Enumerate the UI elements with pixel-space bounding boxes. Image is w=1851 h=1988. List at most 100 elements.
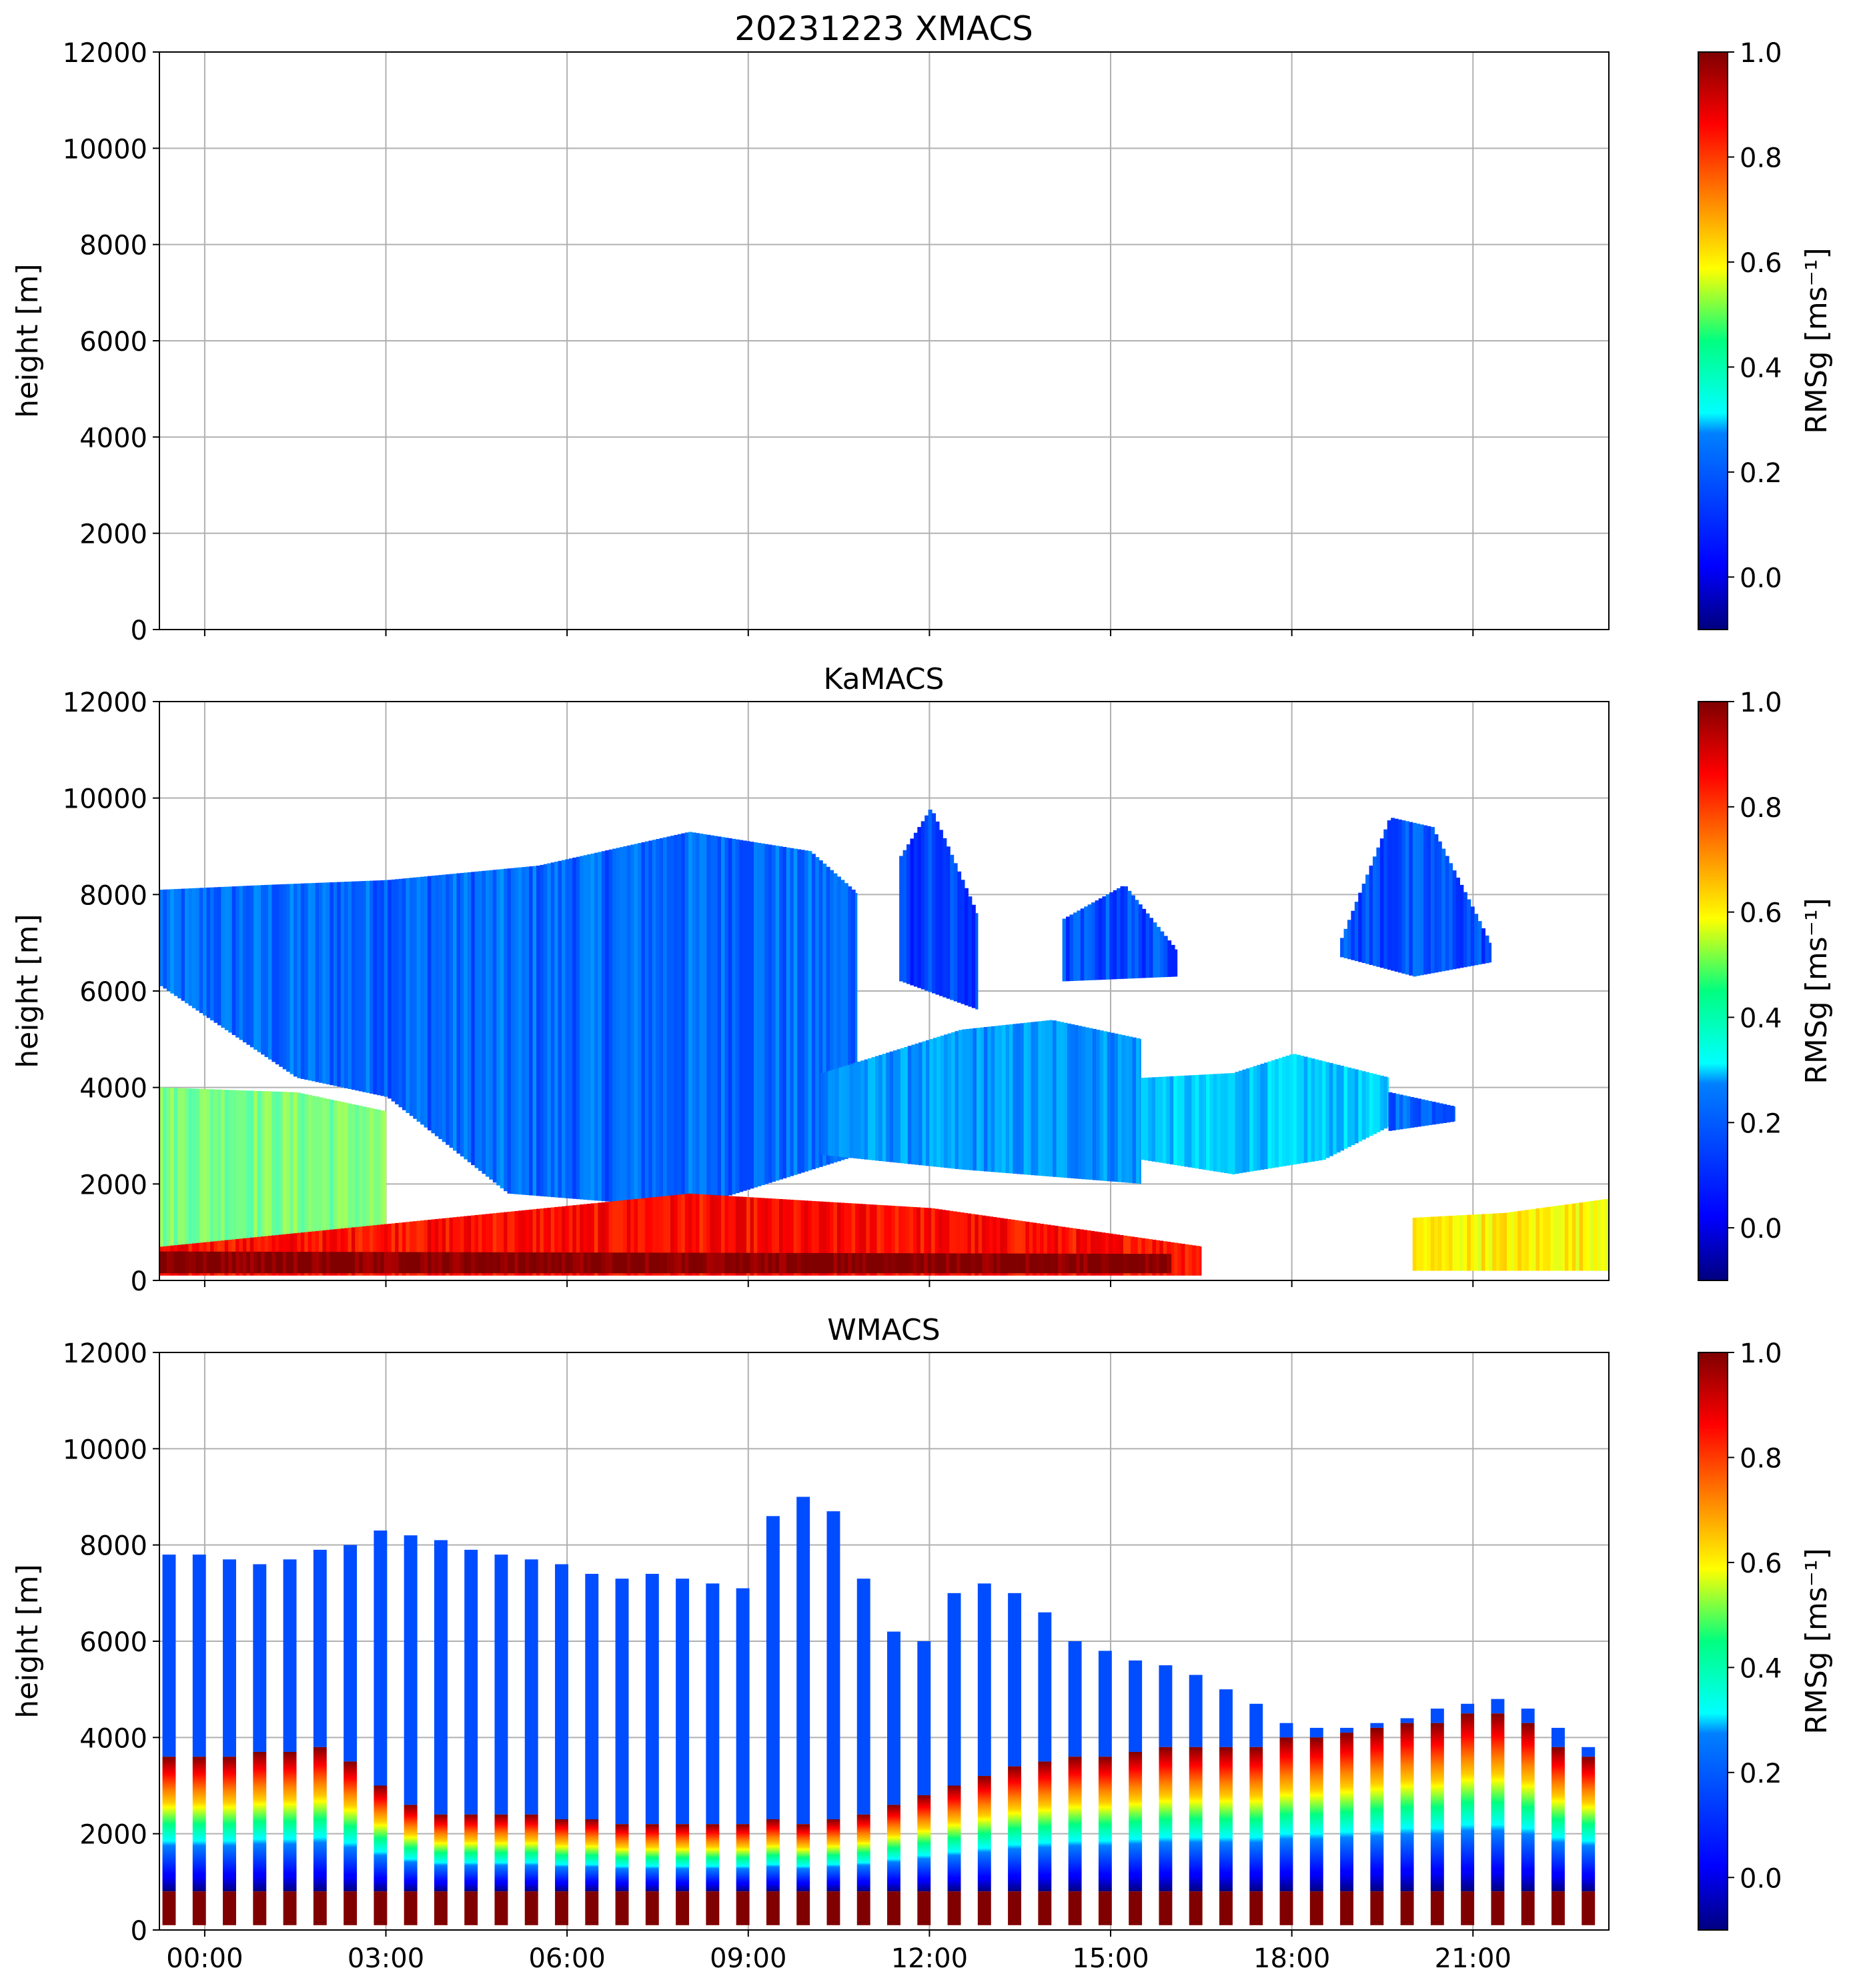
colorbar-ticks: 0.0 0.2 0.4 0.6 0.8 1.0 — [1728, 1338, 1782, 1894]
x-tick-label: 18:00 — [1253, 1943, 1330, 1974]
column-lower — [615, 1824, 629, 1892]
column-upper — [344, 1545, 358, 1762]
echo-slice — [1369, 865, 1373, 965]
echo-slice — [909, 1206, 914, 1276]
echo-slice — [420, 1220, 425, 1276]
echo-slice — [728, 1252, 732, 1274]
y-tick-label: 0 — [131, 616, 147, 646]
echo-slice — [1543, 1207, 1548, 1271]
echo-slice — [710, 1194, 714, 1276]
colorbar-tick-label: 0.8 — [1740, 143, 1782, 173]
echo-slice — [996, 1253, 1001, 1274]
echo-slice — [489, 870, 494, 1180]
echo-slice — [163, 889, 167, 989]
column-clutter — [223, 1891, 236, 1925]
echo-slice — [1242, 1069, 1247, 1173]
column-clutter — [1521, 1891, 1535, 1925]
echo-slice — [1485, 1214, 1489, 1271]
echo-slice — [568, 858, 573, 1199]
echo-slice — [786, 1252, 790, 1274]
echo-slice — [442, 1218, 446, 1276]
column-lower — [1340, 1733, 1354, 1892]
echo-slice — [496, 1252, 501, 1274]
echo-slice — [173, 1088, 178, 1271]
echo-slice — [518, 1252, 522, 1274]
echo-slice — [231, 1090, 236, 1271]
echo-slice — [804, 1252, 809, 1274]
echo-slice — [1079, 1229, 1084, 1276]
panel-title: 20231223 XMACS — [734, 9, 1033, 48]
echo-slice — [855, 1203, 860, 1276]
echo-slice — [840, 1202, 845, 1276]
echo-slice — [1441, 848, 1446, 972]
echo-slice — [626, 845, 631, 1204]
column-lower — [1400, 1723, 1414, 1892]
echo-slice — [282, 1252, 287, 1274]
echo-slice — [261, 1091, 265, 1271]
echo-slice — [692, 1252, 696, 1274]
echo-slice — [764, 1252, 769, 1274]
echo-slice — [322, 882, 327, 1084]
echo-slice — [1034, 1021, 1039, 1176]
x-tick-label: 09:00 — [710, 1943, 786, 1974]
echo-slice — [937, 1036, 941, 1168]
echo-slice — [978, 1253, 983, 1274]
echo-slice — [362, 881, 367, 1092]
echo-slice — [1539, 1208, 1544, 1271]
echo-slice — [395, 1252, 400, 1274]
echo-slice — [1579, 1202, 1584, 1271]
echo-slice — [587, 1252, 592, 1274]
panel-title: KaMACS — [824, 662, 945, 696]
column-lower — [1672, 1848, 1686, 1891]
echo-slice — [949, 1253, 954, 1274]
echo-slice — [1437, 1216, 1442, 1271]
echo-slice — [279, 884, 283, 1067]
echo-slice — [446, 874, 450, 1145]
colorbar-tick-label: 1.0 — [1740, 1338, 1782, 1369]
echo-slice — [826, 1252, 830, 1274]
echo-slice — [370, 1225, 374, 1276]
echo-slice — [275, 884, 279, 1065]
echo-slice — [449, 1217, 454, 1276]
echo-slice — [1430, 827, 1435, 974]
echo-slice — [370, 880, 374, 1094]
echo-slice — [355, 1104, 360, 1271]
echo-slice — [203, 888, 207, 1016]
echo-slice — [1441, 1216, 1446, 1271]
column-lower — [1461, 1713, 1475, 1892]
echo-slice — [409, 1252, 414, 1274]
echo-slice — [1354, 1069, 1359, 1144]
echo-slice — [576, 856, 580, 1200]
echo-slice — [677, 834, 682, 1208]
echo-slice — [464, 1252, 468, 1274]
echo-slice — [998, 1025, 1003, 1173]
echo-slice — [1007, 1253, 1012, 1274]
echo-slice — [492, 1252, 497, 1274]
echo-slice — [1105, 894, 1110, 980]
column-upper — [313, 1549, 327, 1747]
echo-slice — [968, 896, 973, 1007]
column-upper — [1521, 1709, 1535, 1723]
echo-slice — [710, 1252, 714, 1274]
column-lower — [856, 1814, 870, 1892]
echo-slice — [830, 1252, 834, 1274]
echo-slice — [366, 1226, 370, 1276]
echo-slice — [800, 850, 805, 1173]
echo-slice — [420, 1252, 425, 1274]
echo-slice — [971, 1214, 975, 1276]
echo-slice — [1459, 884, 1464, 968]
echo-slice — [1347, 1067, 1351, 1147]
echo-slice — [1195, 1246, 1200, 1276]
echo-slice — [942, 1253, 947, 1274]
x-tick-label: 15:00 — [1072, 1943, 1149, 1974]
echo-slice — [652, 840, 656, 1206]
echo-slice — [565, 1206, 570, 1276]
column-lower — [826, 1819, 840, 1892]
echo-slice — [224, 886, 229, 1030]
column-clutter — [1249, 1891, 1263, 1925]
echo-slice — [835, 1068, 840, 1157]
echo-slice — [1159, 1076, 1163, 1163]
column-clutter — [1370, 1891, 1384, 1925]
echo-slice — [674, 834, 678, 1207]
echo-slice — [942, 1210, 947, 1276]
